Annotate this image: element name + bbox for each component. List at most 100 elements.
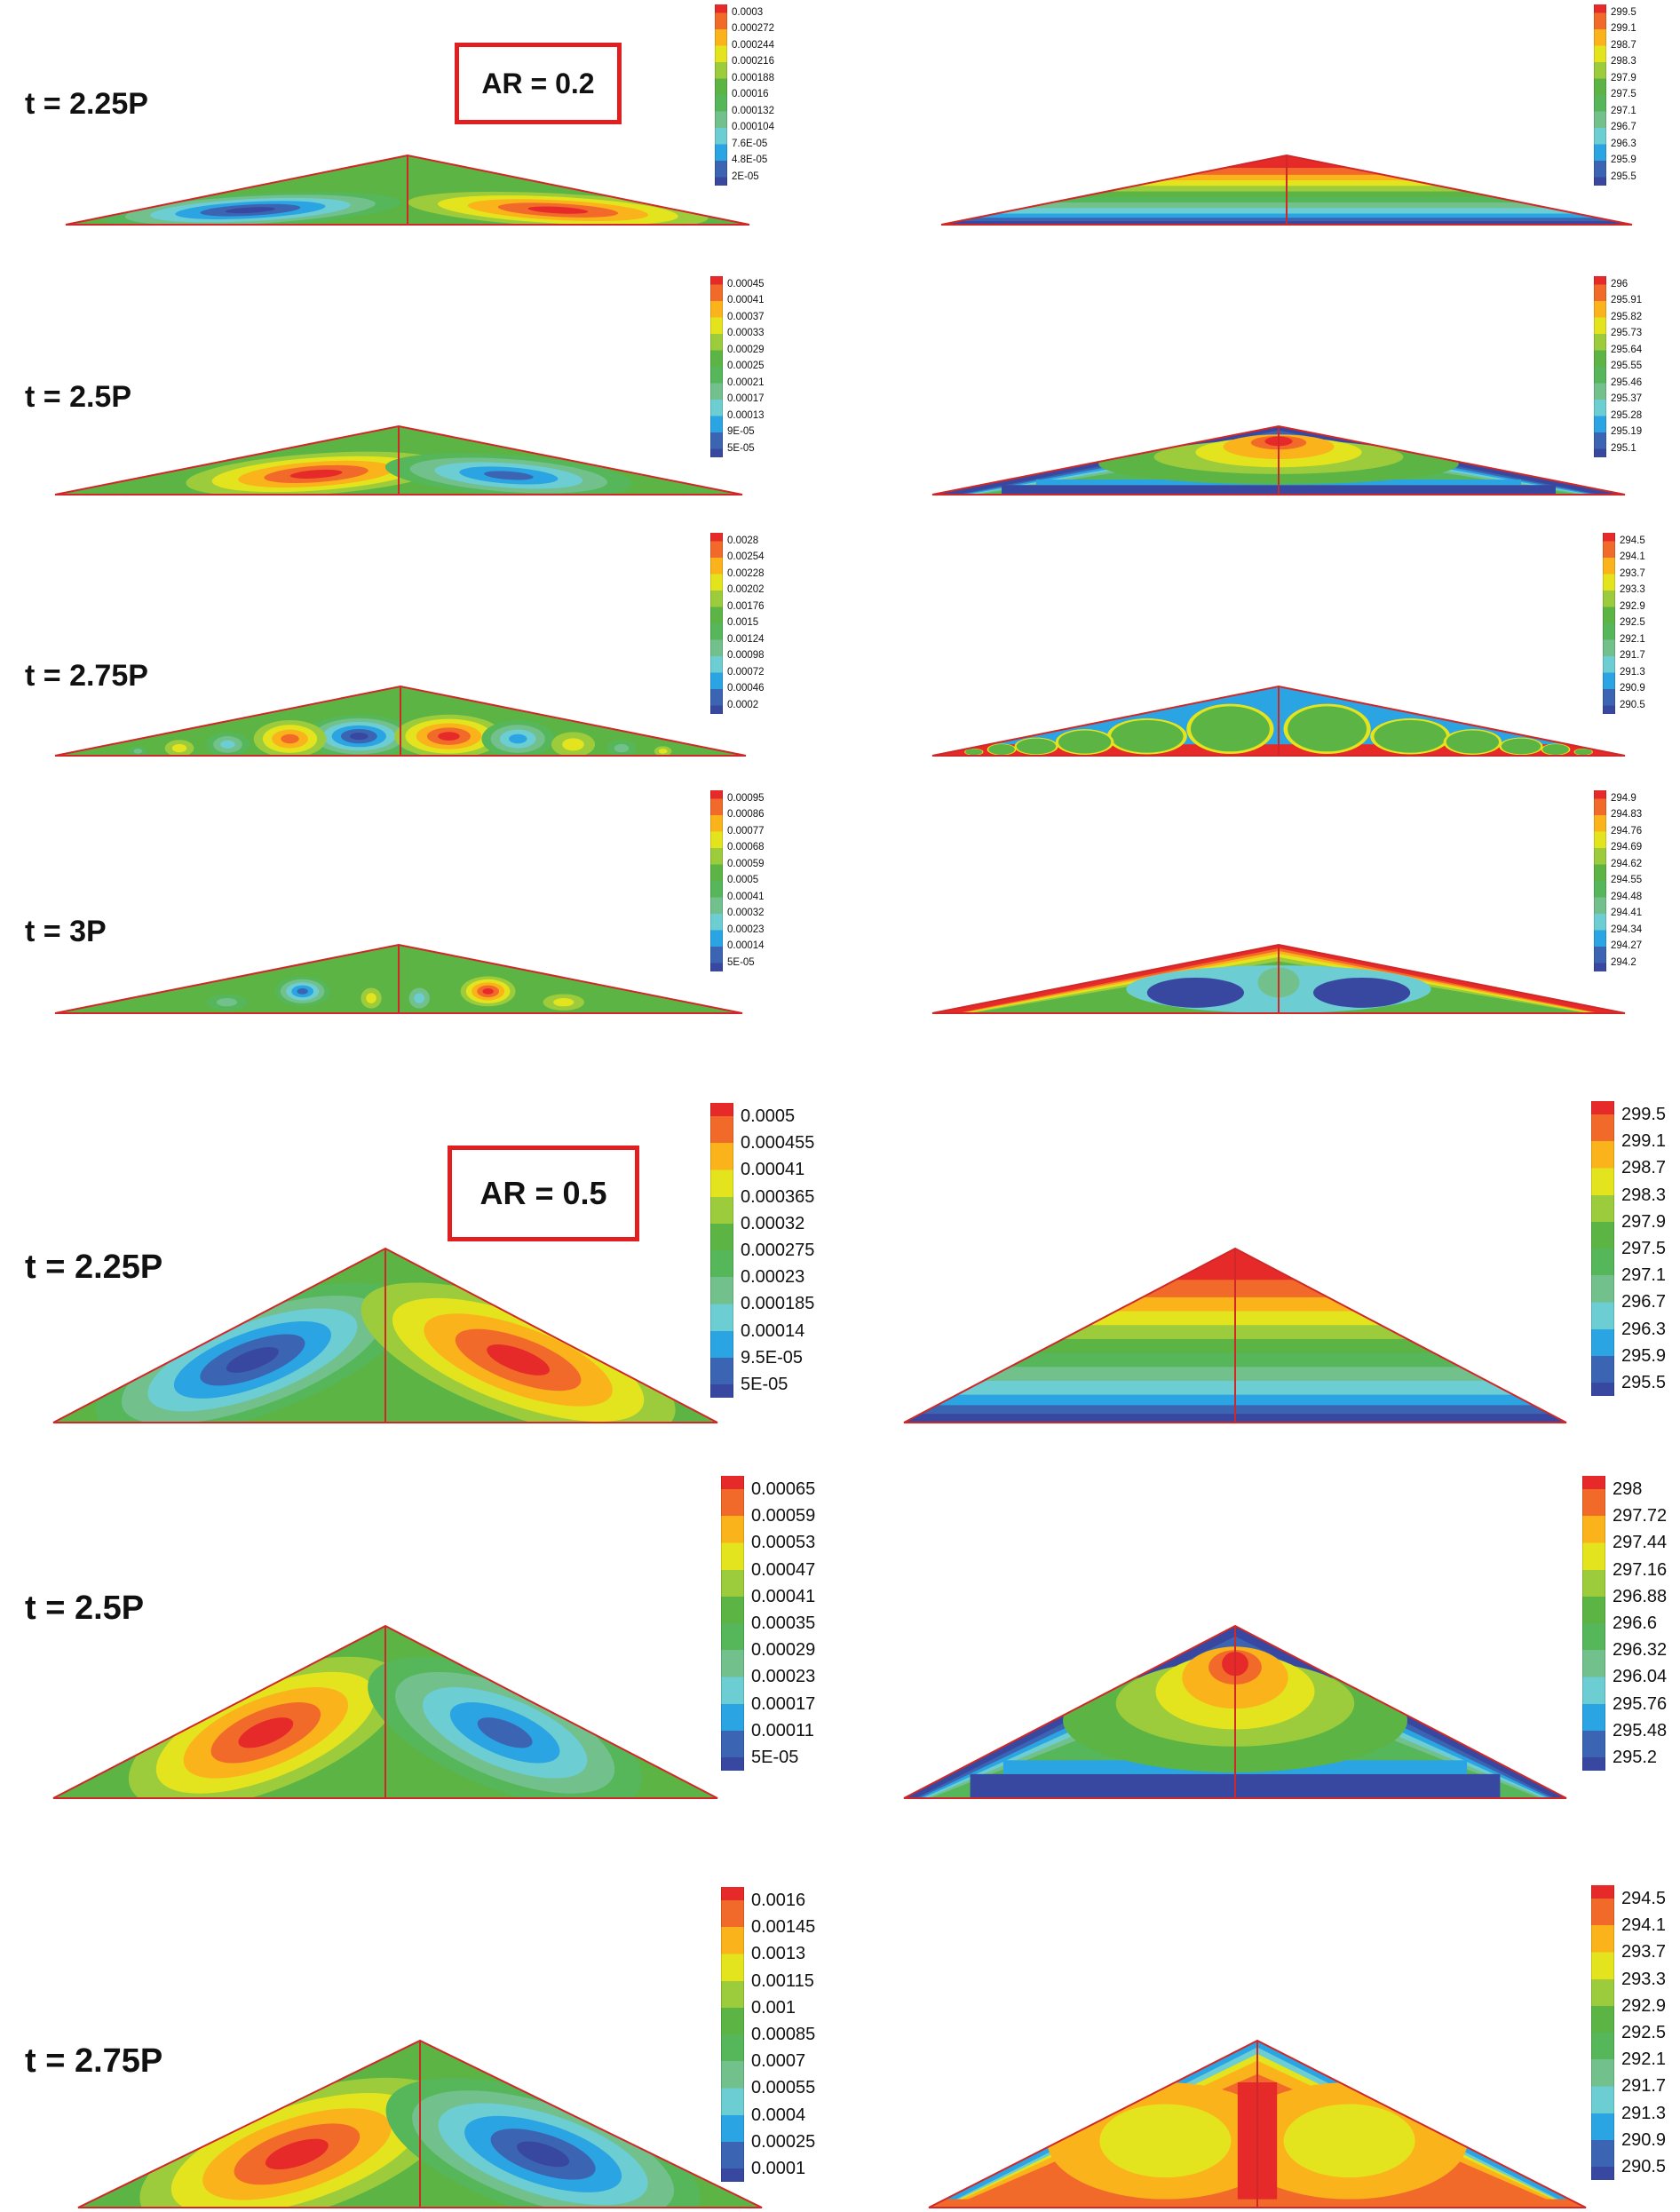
legend-value: 297.16 (1613, 1559, 1668, 1580)
legend-value: 292.1 (1620, 633, 1645, 645)
legend-entry: 296.6 (1582, 1610, 1657, 1637)
legend-swatch (721, 1967, 744, 1994)
legend-swatch (710, 614, 723, 631)
legend-swatch (721, 1502, 744, 1530)
legend-swatch (1594, 839, 1606, 856)
legend-value: 291.3 (1621, 2103, 1667, 2123)
legend-value: 296.6 (1613, 1613, 1658, 1634)
legend-swatch (1591, 1315, 1614, 1343)
legend-swatch (710, 922, 723, 939)
legend-entry: 0.000244 (715, 37, 774, 54)
legend-entry: 295.37 (1594, 391, 1642, 408)
legend-swatch (1582, 1582, 1605, 1610)
legend-entry: 0.00176 (710, 599, 765, 615)
legend-swatch (710, 408, 723, 424)
legend-entry: 294.55 (1594, 872, 1642, 889)
legend-entry: 294.41 (1594, 905, 1642, 922)
legend-value: 0.00021 (727, 377, 765, 388)
legend-swatch (710, 1237, 733, 1265)
legend-value: 297.5 (1611, 89, 1636, 99)
legend-entry: 298.7 (1591, 1154, 1666, 1182)
legend-value: 294.34 (1611, 924, 1643, 935)
legend-value: 299.5 (1621, 1105, 1667, 1125)
legend-entry: 294.9 (1594, 790, 1636, 807)
legend-value: 292.9 (1620, 600, 1645, 612)
legend-swatch (1603, 533, 1615, 550)
legend-swatch (1594, 37, 1606, 54)
legend-value: 0.00032 (727, 908, 765, 918)
legend-swatch (1582, 1716, 1605, 1744)
legend-swatch (1594, 938, 1606, 955)
legend-swatch (1582, 1502, 1605, 1530)
legend-entry: 0.00072 (710, 664, 765, 681)
legend-entry: 299.5 (1594, 4, 1636, 21)
legend-swatch (1594, 86, 1606, 103)
legend-entry: 299.5 (1591, 1101, 1667, 1129)
legend-swatch (710, 1344, 733, 1371)
legend-value: 297.1 (1611, 105, 1636, 116)
legend-entry: 0.00085 (721, 2021, 815, 2049)
legend-entry: 294.83 (1594, 806, 1642, 823)
legend-swatch (710, 823, 723, 840)
legend-value: 0.0004 (751, 2105, 806, 2125)
legend-entry: 295.2 (1582, 1744, 1657, 1772)
legend-swatch (721, 2048, 744, 2075)
legend-entry: 0.00032 (710, 1209, 804, 1237)
legend-entry: 297.5 (1591, 1235, 1667, 1263)
legend-swatch (715, 53, 727, 70)
legend-swatch (1594, 169, 1606, 186)
legend-swatch (1603, 697, 1615, 714)
legend-swatch (1594, 276, 1606, 293)
legend-value: 0.00055 (751, 2078, 816, 2098)
legend-value: 0.000365 (741, 1186, 815, 1207)
legend-value: 0.000132 (732, 105, 774, 116)
legend-entry: 0.00021 (710, 375, 765, 392)
legend-entry: 295.48 (1582, 1716, 1667, 1744)
legend-swatch (1591, 2126, 1614, 2153)
legend-swatch (1582, 1610, 1605, 1637)
legend-entry: 5E-05 (710, 440, 755, 457)
legend-swatch (710, 375, 723, 392)
legend-value: 0.00025 (751, 2131, 816, 2152)
legend-value: 0.0002 (727, 699, 759, 710)
legend-entry: 297.1 (1591, 1262, 1666, 1289)
legend-value: 0.0028 (727, 535, 759, 546)
legend-entry: 295.76 (1582, 1690, 1667, 1717)
legend-value: 290.5 (1620, 699, 1645, 710)
legend-swatch (1591, 1208, 1614, 1235)
legend-entry: 296.7 (1591, 1288, 1667, 1316)
legend-entry: 0.000272 (715, 20, 774, 37)
legend-value: 0.00072 (727, 666, 765, 678)
legend-swatch (721, 2074, 744, 2102)
legend-value: 0.00115 (751, 1970, 814, 1991)
legend-value: 297.5 (1621, 1239, 1667, 1259)
legend-entry: 0.00095 (710, 790, 765, 807)
legend-value: 295.5 (1621, 1373, 1667, 1393)
legend-value: 296.7 (1621, 1292, 1667, 1312)
legend-entry: 291.3 (1591, 2099, 1667, 2127)
legend-entry: 294.2 (1594, 955, 1636, 971)
legend-value: 4.8E-05 (732, 155, 768, 165)
legend-value: 0.00035 (751, 1613, 816, 1634)
legend-swatch (721, 1663, 744, 1691)
legend-entry: 293.7 (1591, 1938, 1666, 1966)
legend-entry: 292.9 (1591, 1992, 1666, 2019)
legend-entry: 0.00115 (721, 1967, 814, 1994)
legend-value: 0.000104 (732, 122, 774, 132)
legend-value: 0.0001 (751, 2159, 806, 2179)
legend-swatch (1603, 614, 1615, 631)
legend-value: 0.000216 (732, 56, 774, 67)
legend-swatch (715, 4, 727, 21)
legend-swatch (710, 1130, 733, 1157)
legend-entry: 296.3 (1591, 1315, 1666, 1343)
legend-value: 295.91 (1611, 295, 1643, 305)
legend-value: 0.00053 (751, 1533, 816, 1553)
legend-swatch (1594, 790, 1606, 807)
legend-swatch (715, 136, 727, 153)
